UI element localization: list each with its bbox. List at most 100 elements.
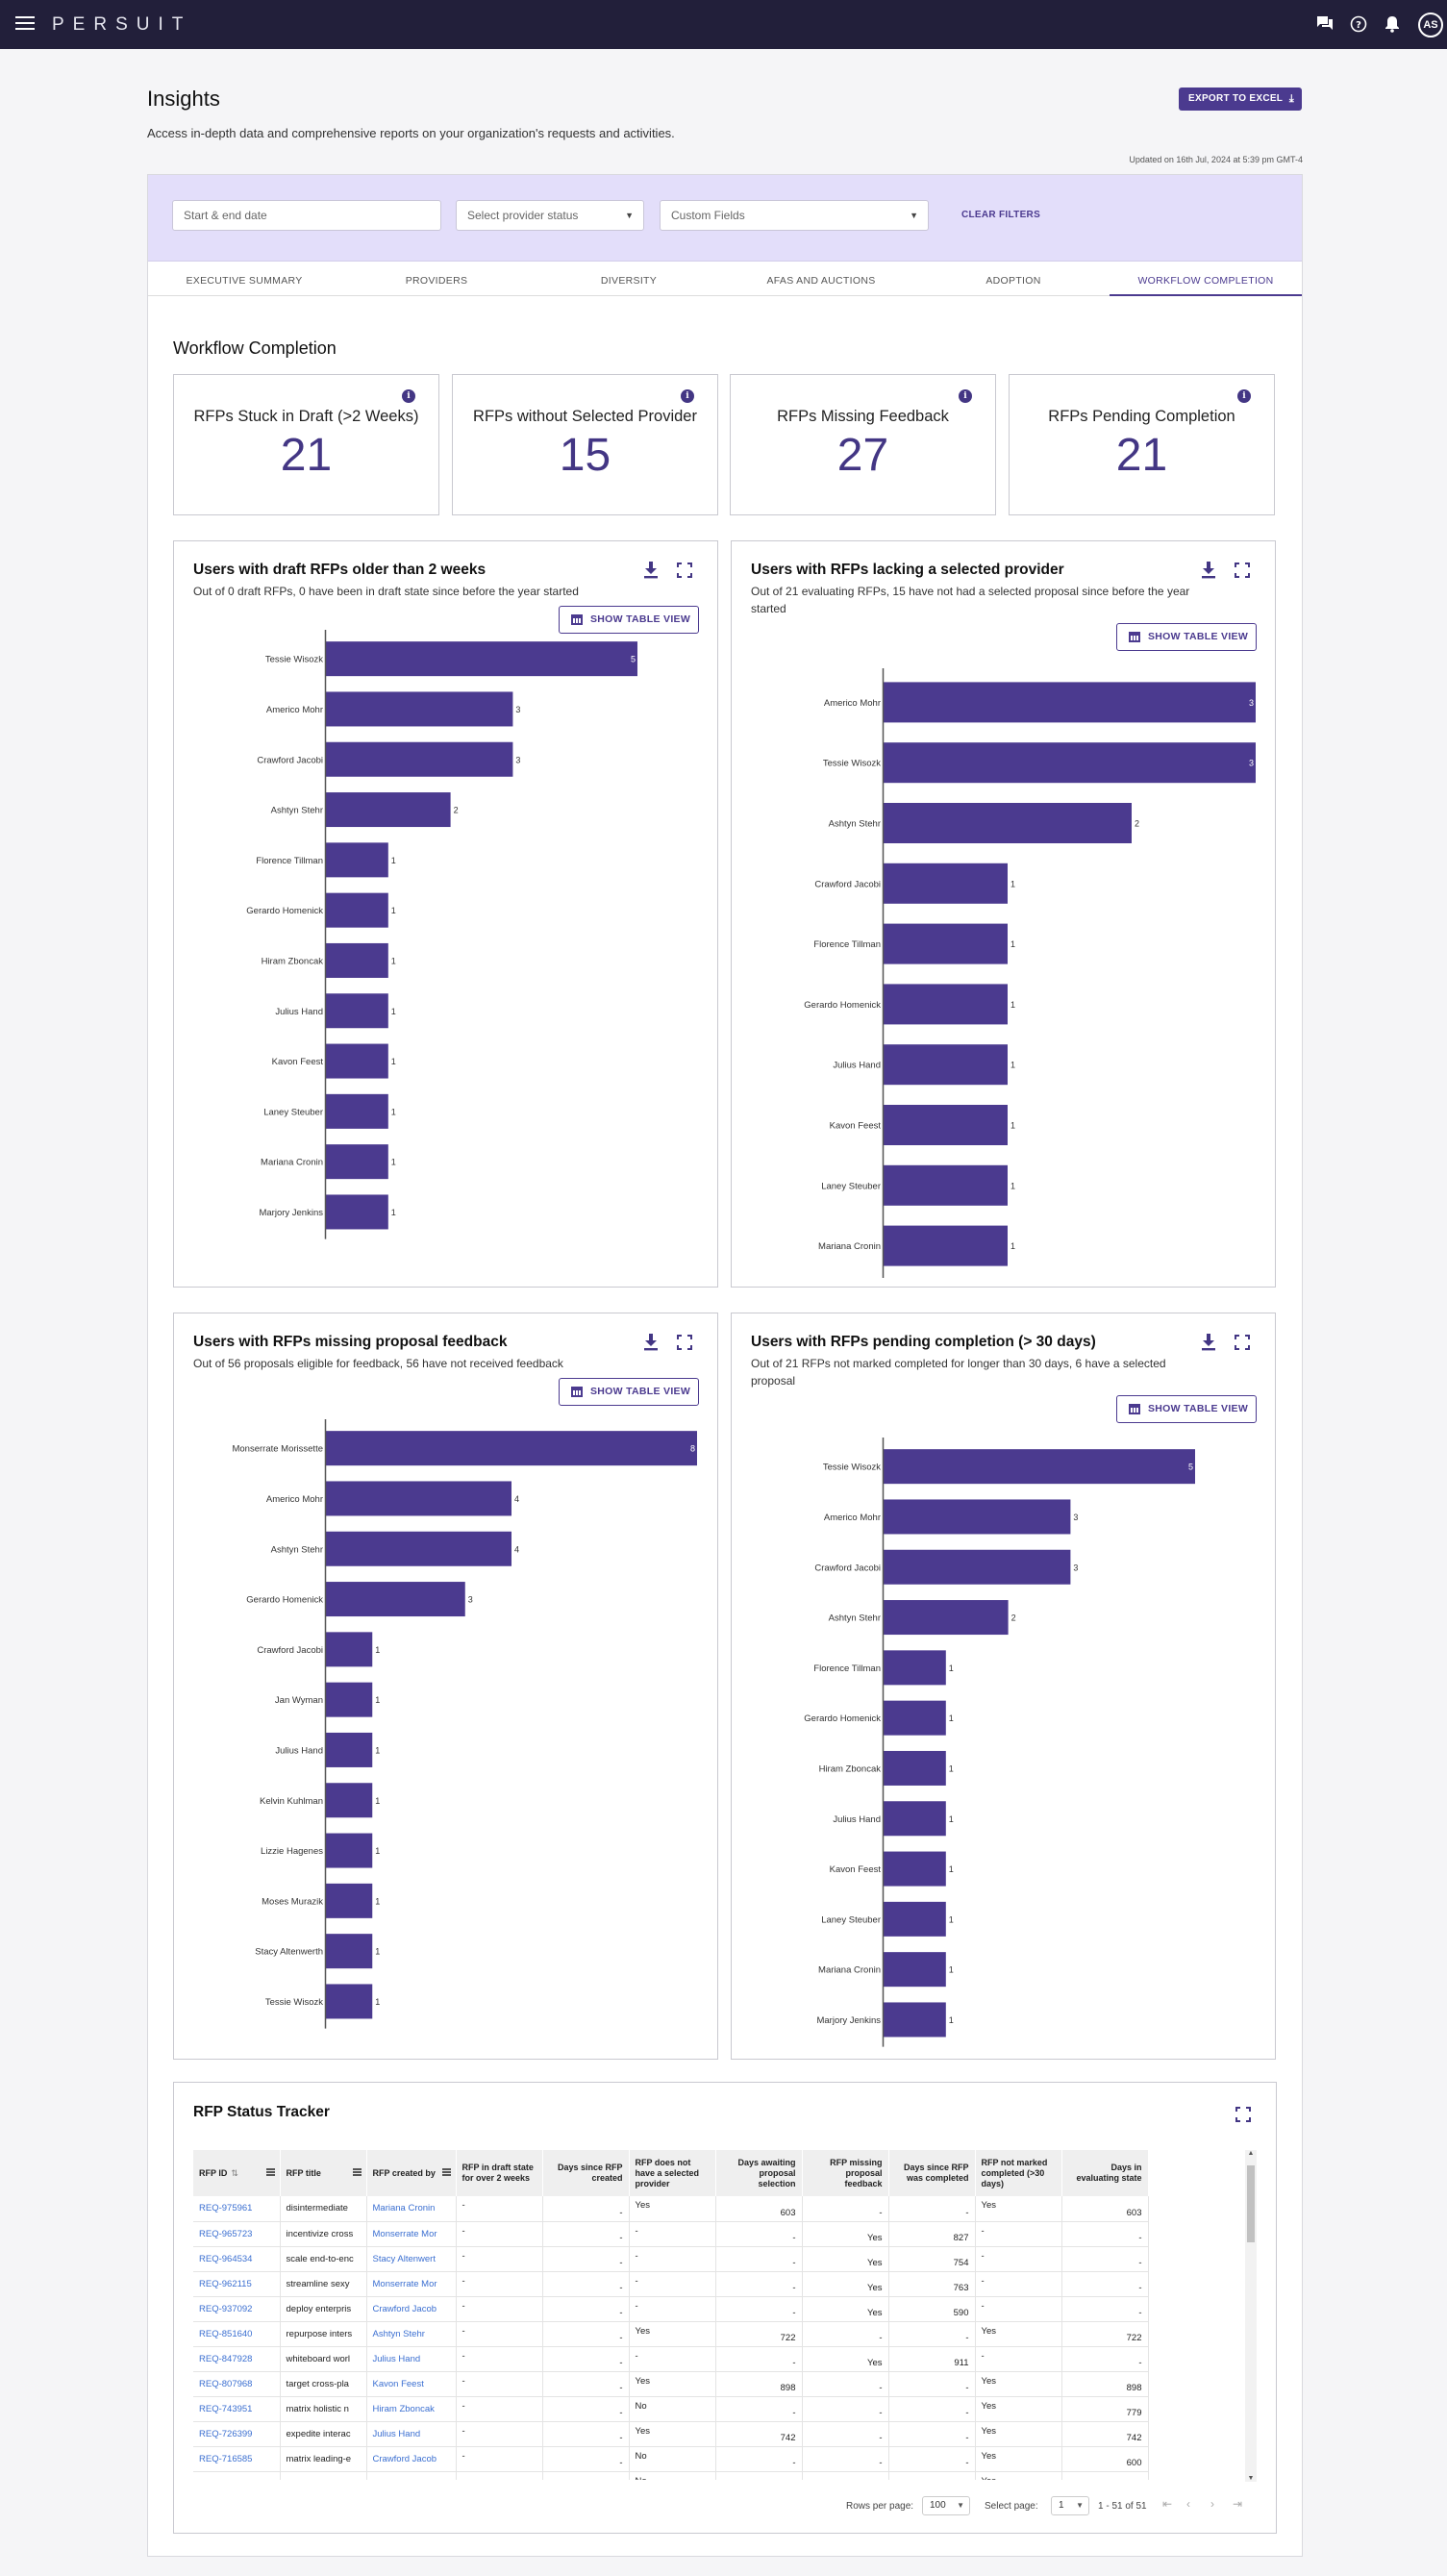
bar[interactable] — [884, 1164, 1008, 1206]
fullscreen-icon[interactable] — [1235, 2107, 1251, 2122]
fullscreen-icon[interactable] — [677, 1335, 692, 1350]
table-row[interactable]: REQ-726399 expedite interac Julius Hand - - Y… — [193, 2421, 1149, 2447]
export-to-excel-button[interactable]: EXPORT TO EXCEL ⤓ — [1179, 88, 1302, 111]
bar[interactable] — [326, 1732, 373, 1767]
info-icon[interactable]: i — [959, 389, 972, 403]
clear-filters-button[interactable]: CLEAR FILTERS — [961, 210, 1041, 220]
bar[interactable] — [326, 1481, 511, 1516]
tab-providers[interactable]: PROVIDERS — [405, 275, 468, 287]
bar[interactable] — [884, 984, 1008, 1025]
bar[interactable] — [326, 1144, 388, 1180]
column-header[interactable]: Days since RFP created — [542, 2150, 630, 2196]
column-menu-icon[interactable] — [352, 2168, 362, 2176]
bar[interactable] — [326, 641, 637, 677]
bar[interactable] — [326, 1582, 465, 1617]
bar[interactable] — [884, 863, 1008, 904]
table-row[interactable]: REQ-851640 repurpose inters Ashtyn Stehr - -… — [193, 2321, 1149, 2347]
show-table-view-button[interactable]: SHOW TABLE VIEW — [559, 1378, 699, 1406]
bar[interactable] — [884, 1901, 946, 1937]
info-icon[interactable]: i — [1237, 389, 1251, 403]
table-cell[interactable]: Crawford Jacob — [366, 2471, 457, 2480]
bar[interactable] — [884, 1105, 1008, 1145]
bell-icon[interactable] — [1383, 15, 1402, 35]
vertical-scrollbar[interactable]: ▲ ▼ — [1245, 2150, 1257, 2482]
table-cell[interactable]: Stacy Altenwert — [366, 2246, 457, 2272]
table-row[interactable]: REQ-743951 matrix holistic n Hiram Zboncak… — [193, 2396, 1149, 2422]
first-page-icon[interactable]: ⇤ — [1162, 2497, 1173, 2511]
column-header[interactable]: RFP missing proposal feedback — [802, 2150, 889, 2196]
table-cell[interactable]: Hiram Zboncak — [366, 2396, 457, 2422]
bar[interactable] — [326, 1194, 388, 1230]
table-viewport[interactable]: RFP ID ⇅ RFP title RFP created by RFP in dra… — [193, 2150, 1235, 2480]
bar[interactable] — [884, 803, 1132, 843]
column-header[interactable]: Days awaiting proposal selection — [715, 2150, 803, 2196]
table-cell[interactable]: REQ-665129 — [193, 2471, 281, 2480]
table-cell[interactable]: REQ-964534 — [193, 2246, 281, 2272]
bar[interactable] — [884, 1225, 1008, 1266]
bar[interactable] — [884, 2002, 946, 2038]
column-header[interactable]: RFP ID ⇅ — [193, 2150, 281, 2196]
bar[interactable] — [326, 1883, 373, 1918]
column-header[interactable]: RFP created by — [366, 2150, 457, 2196]
bar[interactable] — [884, 1449, 1195, 1485]
rows-per-page-select[interactable]: 100 ▼ — [922, 2496, 970, 2515]
download-icon[interactable] — [642, 561, 660, 580]
table-row[interactable]: REQ-975961 disintermediate Mariana Cronin -… — [193, 2196, 1149, 2222]
bar[interactable] — [326, 1632, 373, 1667]
download-icon[interactable] — [1200, 561, 1217, 580]
bar[interactable] — [326, 1984, 373, 2019]
tab-executive-summary[interactable]: EXECUTIVE SUMMARY — [186, 275, 303, 287]
user-avatar[interactable]: AS — [1418, 13, 1443, 38]
bar[interactable] — [326, 691, 513, 727]
bar[interactable] — [884, 1700, 946, 1736]
scroll-up-arrow-icon[interactable]: ▲ — [1247, 2150, 1255, 2157]
bar[interactable] — [884, 1600, 1009, 1636]
table-cell[interactable]: REQ-847928 — [193, 2346, 281, 2372]
table-row[interactable]: REQ-965723 incentivize cross Monserrate Mo… — [193, 2221, 1149, 2247]
info-icon[interactable]: i — [402, 389, 415, 403]
bar[interactable] — [326, 792, 451, 828]
fullscreen-icon[interactable] — [1235, 563, 1250, 578]
chat-icon[interactable] — [1315, 15, 1335, 35]
table-cell[interactable]: Monserrate Mor — [366, 2271, 457, 2297]
bar[interactable] — [326, 1682, 373, 1717]
last-page-icon[interactable]: ⇥ — [1233, 2497, 1243, 2511]
tab-adoption[interactable]: ADOPTION — [985, 275, 1041, 287]
table-cell[interactable]: REQ-716585 — [193, 2446, 281, 2472]
table-row[interactable]: REQ-807968 target cross-pla Kavon Feest - - Y… — [193, 2371, 1149, 2397]
bar[interactable] — [326, 1093, 388, 1129]
scroll-down-arrow-icon[interactable]: ▼ — [1247, 2475, 1255, 2482]
table-cell[interactable]: Ashtyn Stehr — [366, 2321, 457, 2347]
provider-status-select[interactable]: Select provider status ▼ — [456, 200, 644, 231]
bar[interactable] — [326, 892, 388, 928]
info-icon[interactable]: i — [681, 389, 694, 403]
table-cell[interactable]: Julius Hand — [366, 2346, 457, 2372]
table-row[interactable]: REQ-665129architect cross-Crawford Jacob… — [193, 2471, 1149, 2480]
table-cell[interactable]: Monserrate Mor — [366, 2221, 457, 2247]
table-cell[interactable]: REQ-975961 — [193, 2196, 281, 2222]
fullscreen-icon[interactable] — [1235, 1335, 1250, 1350]
bar[interactable] — [326, 993, 388, 1029]
bar[interactable] — [326, 1531, 511, 1566]
help-icon[interactable]: ? — [1349, 15, 1368, 35]
fullscreen-icon[interactable] — [677, 563, 692, 578]
column-menu-icon[interactable] — [441, 2168, 451, 2176]
column-header[interactable]: RFP in draft state for over 2 weeks — [456, 2150, 543, 2196]
column-menu-icon[interactable] — [265, 2168, 275, 2176]
column-header[interactable]: Days in evaluating state — [1061, 2150, 1149, 2196]
table-cell[interactable]: REQ-743951 — [193, 2396, 281, 2422]
column-header[interactable]: Days since RFP was completed — [888, 2150, 976, 2196]
bar[interactable] — [326, 1833, 373, 1868]
show-table-view-button[interactable]: SHOW TABLE VIEW — [1116, 1395, 1257, 1423]
bar[interactable] — [884, 1499, 1071, 1535]
bar[interactable] — [884, 682, 1256, 723]
scrollbar-thumb[interactable] — [1247, 2165, 1255, 2242]
show-table-view-button[interactable]: SHOW TABLE VIEW — [1116, 623, 1257, 651]
bar[interactable] — [326, 1783, 373, 1818]
bar[interactable] — [884, 1952, 946, 1988]
sort-icon[interactable]: ⇅ — [231, 2167, 238, 2178]
table-row[interactable]: REQ-937092 deploy enterpris Crawford Jacob… — [193, 2296, 1149, 2322]
table-cell[interactable]: REQ-851640 — [193, 2321, 281, 2347]
bar[interactable] — [326, 1431, 697, 1466]
bar[interactable] — [326, 942, 388, 978]
